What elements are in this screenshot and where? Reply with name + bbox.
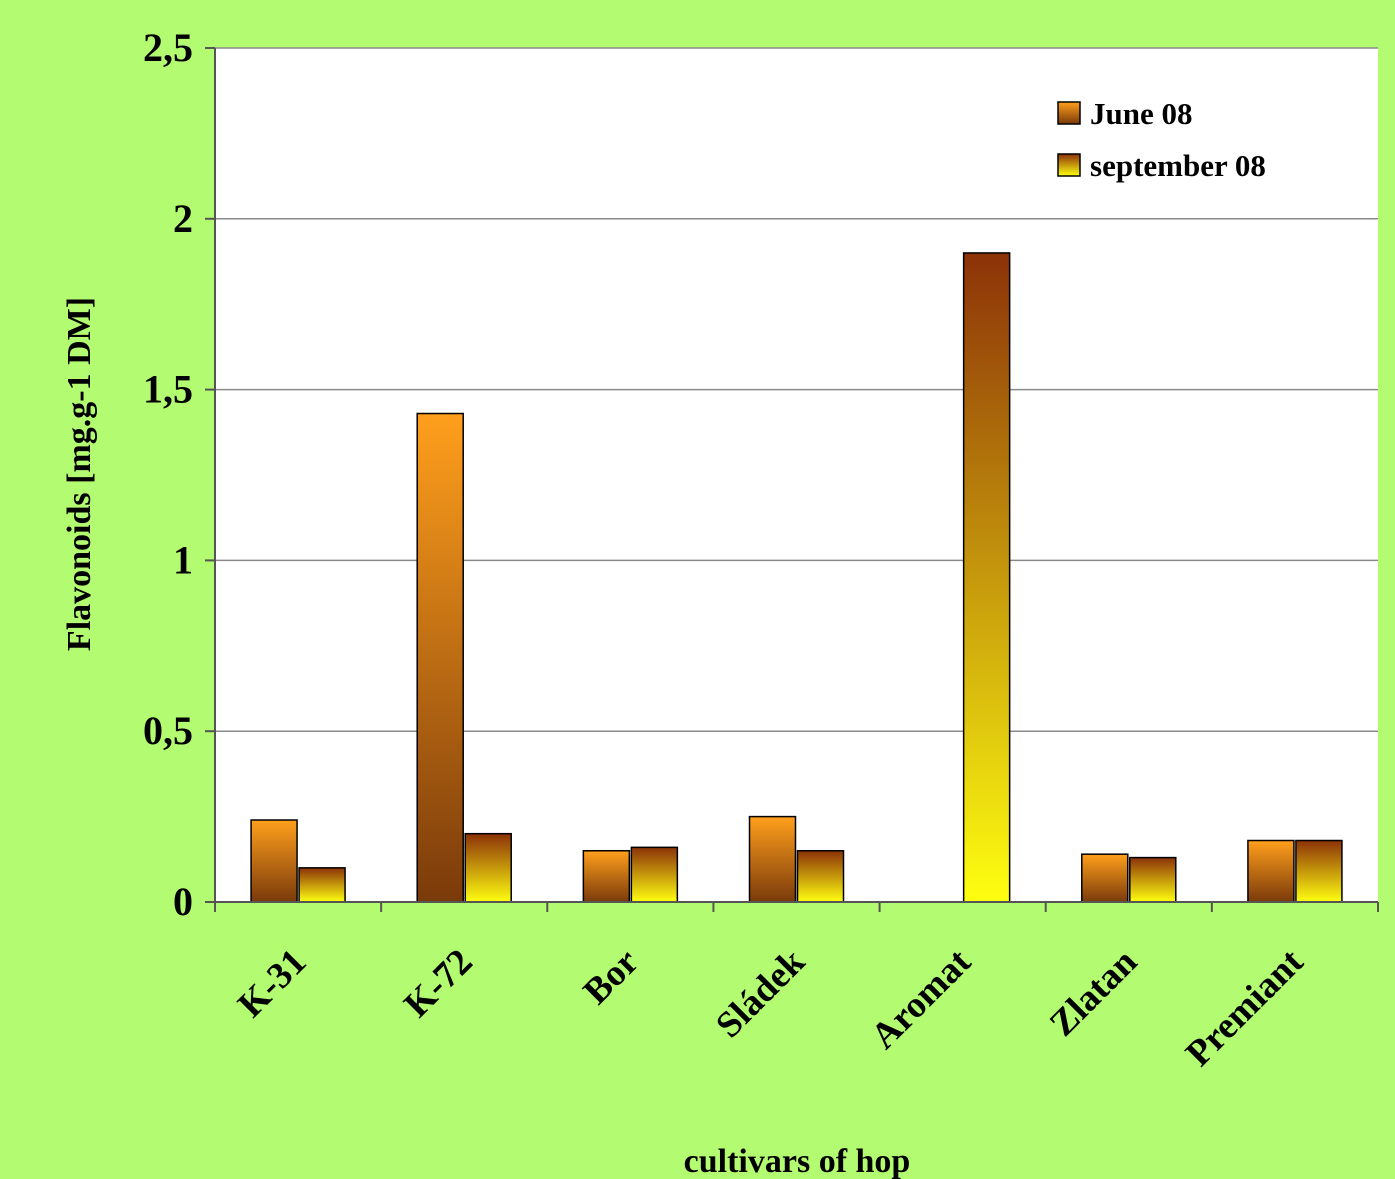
bar-june-3 [748,815,797,903]
bar-june-5 [1081,853,1129,903]
legend-swatch [1057,153,1081,177]
category-label: Bor [576,941,647,1012]
y-tick-label: 2,5 [143,25,193,70]
bar-september-4 [962,252,1011,903]
legend-label: June 08 [1090,96,1193,131]
y-tick-label: 2 [173,196,193,241]
bar-september-2 [630,846,679,903]
axes [205,47,1379,912]
bar-september-5 [1129,856,1177,903]
y-tick-label: 0,5 [143,708,193,753]
bar-september-3 [796,850,845,903]
y-tick-label: 1,5 [143,367,193,412]
bar-june-6 [1247,839,1295,903]
x-axis-title: cultivars of hop [684,1143,911,1179]
y-tick-label: 0 [173,879,193,924]
y-tick-label: 1 [173,537,193,582]
legend: June 08 september 08 [1057,96,1266,183]
category-label: Zlatan [1042,941,1145,1044]
category-label: Sládek [708,941,813,1046]
bars [250,252,1343,903]
bar-june-1 [416,412,464,903]
bar-september-0 [298,867,346,903]
y-axis-title: Flavonoids [mg.g-1 DM] [61,297,98,651]
bar-june-2 [582,850,631,903]
bar-september-1 [464,832,512,903]
category-label: Aromat [863,941,979,1057]
legend-swatch [1057,101,1081,125]
gridlines [215,47,1378,732]
category-label: Premiant [1178,941,1312,1075]
category-label: K-72 [396,941,480,1025]
legend-label: september 08 [1090,148,1266,183]
bar-september-6 [1295,839,1343,903]
category-label: K-31 [230,941,314,1025]
plot-area [215,48,1378,902]
bar-june-0 [250,819,298,903]
